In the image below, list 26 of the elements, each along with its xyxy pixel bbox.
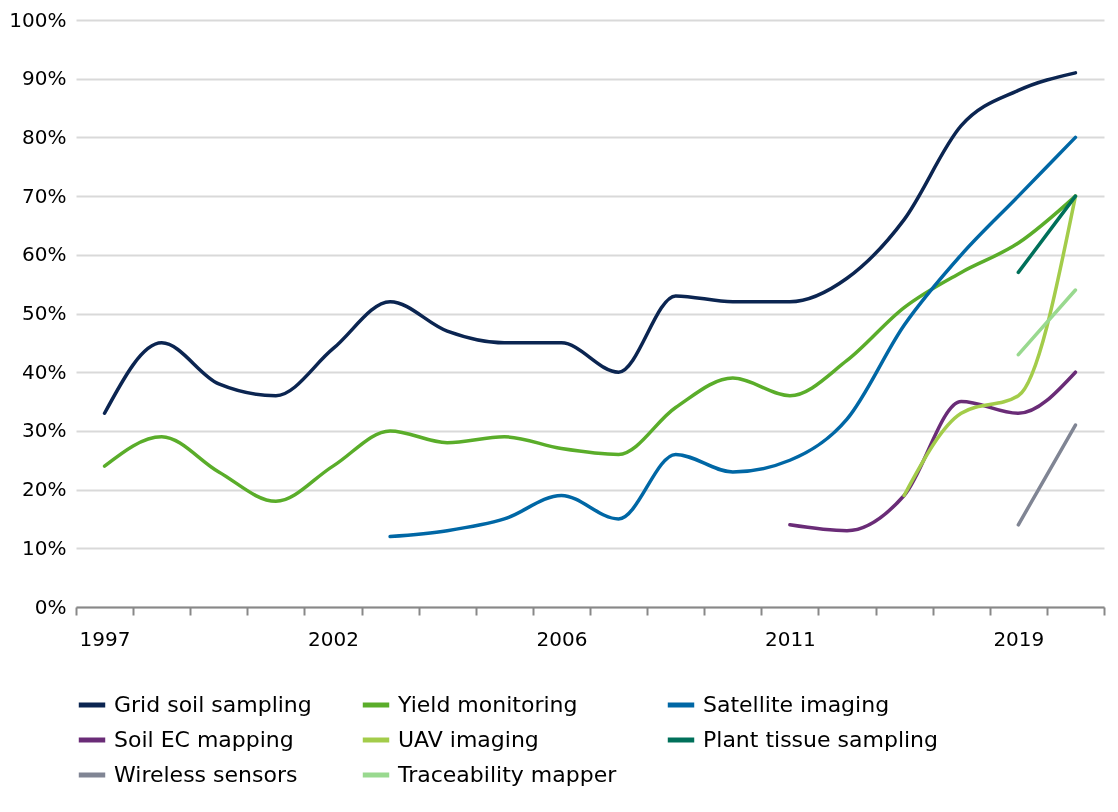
legend-label: Wireless sensors bbox=[114, 762, 298, 787]
y-tick-label: 30% bbox=[22, 418, 67, 443]
y-tick-label: 100% bbox=[9, 7, 67, 32]
x-tick-label: 2019 bbox=[993, 626, 1045, 651]
y-tick-label: 20% bbox=[22, 477, 67, 502]
line-series bbox=[388, 135, 1078, 539]
legend-label: UAV imaging bbox=[398, 727, 539, 752]
y-tick-label: 70% bbox=[22, 183, 67, 208]
y-tick-label: 0% bbox=[34, 594, 67, 619]
x-tick-label: 1997 bbox=[79, 626, 131, 651]
legend-label: Yield monitoring bbox=[397, 692, 578, 717]
legend-label: Plant tissue sampling bbox=[703, 727, 939, 752]
line-series bbox=[102, 71, 1078, 416]
y-tick-label: 50% bbox=[22, 301, 67, 325]
legend-label: Grid soil sampling bbox=[114, 692, 312, 717]
x-tick-label: 2011 bbox=[764, 626, 816, 651]
x-tick-label: 2002 bbox=[308, 626, 359, 651]
x-tick-label: 2006 bbox=[536, 626, 588, 651]
y-tick-label: 40% bbox=[22, 359, 67, 384]
legend-label: Traceability mapper bbox=[397, 762, 618, 787]
y-tick-label: 60% bbox=[22, 242, 67, 267]
legend-label: Soil EC mapping bbox=[114, 727, 294, 752]
y-tick-label: 80% bbox=[22, 124, 67, 149]
legend-label: Satellite imaging bbox=[703, 692, 890, 717]
y-tick-label: 90% bbox=[22, 66, 67, 91]
y-tick-label: 10% bbox=[22, 535, 67, 560]
